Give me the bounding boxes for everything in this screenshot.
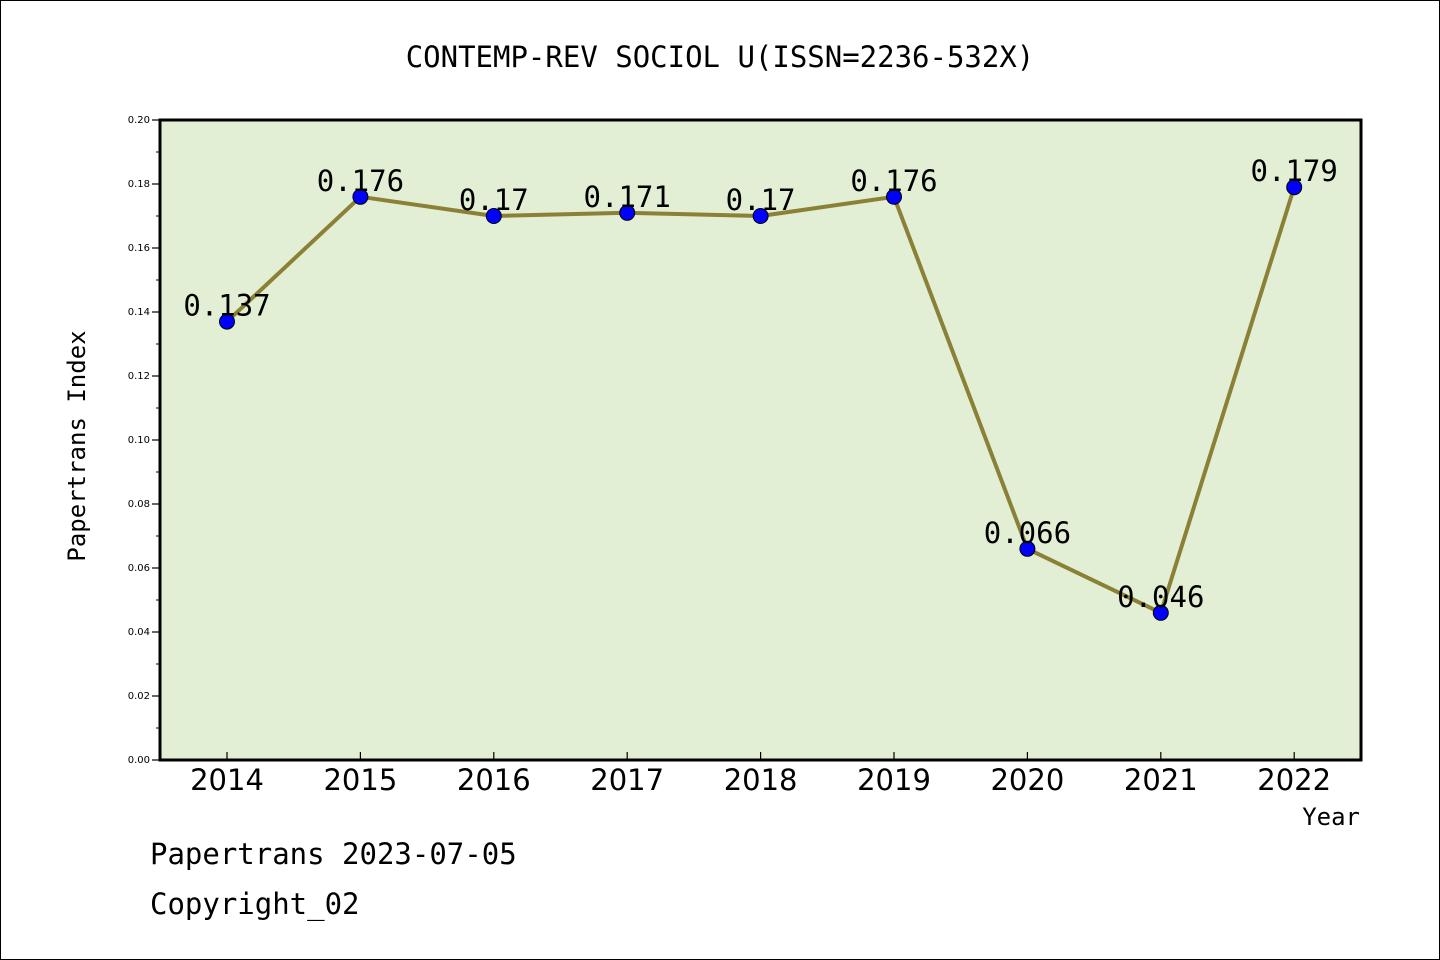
y-tick-label: 0.08 — [128, 499, 150, 510]
data-point — [1152, 604, 1169, 621]
y-tick-label: 0.16 — [128, 243, 150, 254]
y-axis-label: Papertrans Index — [63, 330, 91, 561]
data-label: 0.176 — [317, 164, 404, 198]
y-tick-label: 0.12 — [128, 371, 150, 382]
x-tick-label: 2022 — [1257, 763, 1331, 797]
y-tick-label: 0.10 — [128, 435, 150, 446]
data-label: 0.137 — [183, 289, 270, 323]
source-date-text: Papertrans 2023-07-05 — [150, 837, 517, 871]
y-tick-label: 0.14 — [128, 307, 150, 318]
y-tick-label: 0.18 — [128, 179, 150, 190]
x-tick-label: 2015 — [323, 763, 397, 797]
x-axis: 2014 2015 2016 2017 2018 2019 2020 2021 2022 — [190, 752, 1331, 797]
x-tick-label: 2021 — [1124, 763, 1198, 797]
data-point — [219, 313, 235, 330]
x-tick-label: 2020 — [990, 763, 1064, 797]
data-point — [352, 188, 369, 205]
copyright-text: Copyright_02 — [150, 887, 360, 922]
data-point — [886, 188, 902, 205]
x-tick-label: 2016 — [457, 763, 531, 797]
data-label: 0.066 — [984, 516, 1071, 550]
x-tick-label: 2019 — [857, 763, 931, 797]
y-tick-label: 0.20 — [128, 115, 150, 126]
data-label: 0.17 — [459, 183, 529, 217]
data-point — [619, 204, 636, 221]
data-label: 0.176 — [850, 164, 937, 198]
y-axis: 0.00 0.02 0.04 0.06 0.08 0.10 0.12 0.14 0.16 0.18… — [128, 115, 160, 766]
plot-area — [158, 118, 1363, 762]
data-point — [1019, 540, 1036, 557]
series-group: 0.137 0.176 0.17 0.171 0.17 0.176 0.066 0.046 0.… — [183, 154, 1338, 621]
data-point — [485, 208, 502, 224]
data-point — [752, 208, 769, 224]
x-tick-label: 2018 — [724, 763, 798, 797]
x-tick-label: 2014 — [190, 763, 264, 797]
data-label: 0.171 — [584, 180, 671, 214]
data-label: 0.17 — [726, 183, 796, 217]
y-tick-label: 0.02 — [128, 691, 150, 702]
chart-title: CONTEMP-REV SOCIOL U(ISSN=2236-532X) — [406, 40, 1035, 74]
y-tick-label: 0.06 — [128, 563, 150, 574]
y-tick-label: 0.00 — [128, 755, 150, 766]
data-point — [1286, 179, 1303, 196]
y-tick-label: 0.04 — [128, 627, 150, 638]
x-axis-label: Year — [1302, 803, 1360, 831]
data-label: 0.046 — [1117, 580, 1204, 614]
data-label: 0.179 — [1251, 154, 1338, 188]
x-tick-label: 2017 — [590, 763, 664, 797]
